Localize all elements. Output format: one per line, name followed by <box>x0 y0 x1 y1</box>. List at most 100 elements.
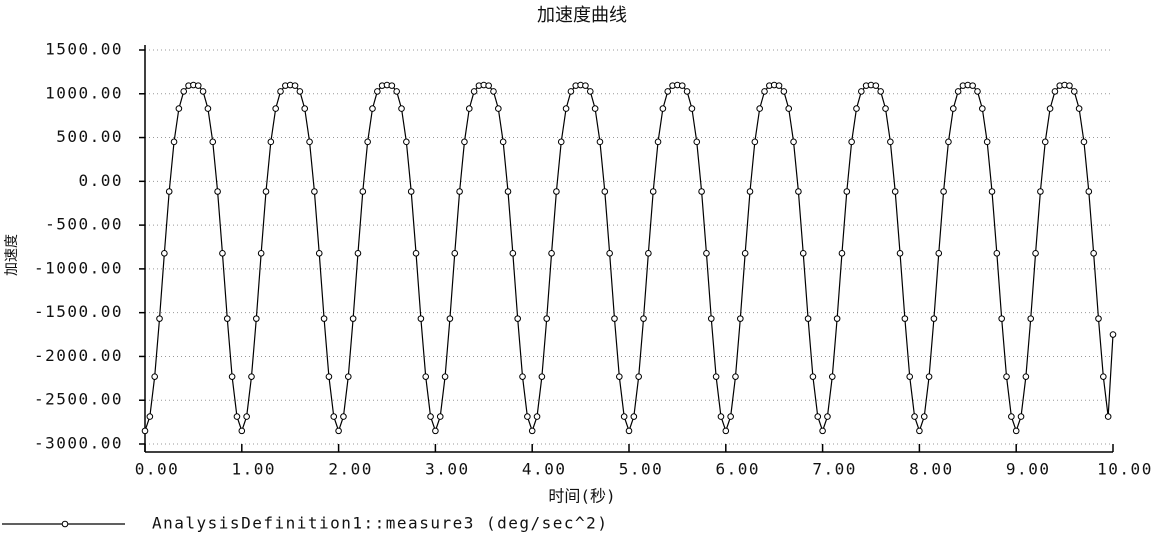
data-point <box>649 188 657 195</box>
data-point <box>616 373 623 380</box>
x-tick-label: 5.00 <box>619 460 664 479</box>
data-point <box>925 373 933 380</box>
data-point <box>311 188 318 195</box>
data-point <box>146 413 154 420</box>
data-point <box>582 82 589 89</box>
x-tick-label: 9.00 <box>1006 460 1051 479</box>
data-point <box>853 105 860 112</box>
data-point <box>257 250 265 257</box>
legend-marker <box>61 520 69 528</box>
data-point <box>1104 413 1112 420</box>
data-point <box>1070 88 1078 95</box>
data-point <box>398 105 405 112</box>
data-point <box>833 315 841 322</box>
data-point <box>887 138 894 146</box>
data-point <box>369 105 376 112</box>
data-point <box>233 413 241 420</box>
data-point <box>824 413 831 420</box>
data-point <box>591 105 599 112</box>
data-point <box>814 413 822 420</box>
y-tick-label: 0.00 <box>78 171 123 190</box>
data-point <box>930 315 938 322</box>
x-tick-label: 0.00 <box>135 460 180 479</box>
data-point <box>1008 413 1015 420</box>
data-point <box>432 427 439 435</box>
data-point <box>228 373 236 380</box>
y-tick-label: -1000.00 <box>34 258 123 277</box>
data-point <box>703 250 710 257</box>
data-point <box>799 250 807 257</box>
data-point <box>340 413 347 420</box>
data-point <box>780 88 788 95</box>
data-point <box>301 105 309 112</box>
data-point <box>553 188 560 195</box>
data-point <box>446 315 454 322</box>
data-point <box>267 138 275 146</box>
data-point <box>243 413 250 420</box>
data-point <box>528 427 536 435</box>
data-point <box>1090 250 1097 257</box>
data-point <box>606 250 613 257</box>
data-point <box>156 315 163 322</box>
data-point <box>470 88 478 95</box>
data-point <box>219 250 226 257</box>
data-point <box>848 138 855 146</box>
data-point <box>315 250 323 257</box>
y-tick-label: -3000.00 <box>34 434 123 453</box>
data-point <box>151 373 158 380</box>
data-point <box>858 88 865 95</box>
data-point <box>403 138 410 146</box>
data-point <box>461 138 468 146</box>
x-tick-label: 2.00 <box>328 460 373 479</box>
data-point <box>393 88 400 95</box>
data-line <box>144 84 1114 433</box>
data-point <box>456 188 463 195</box>
data-point <box>998 315 1005 322</box>
data-point <box>775 82 783 89</box>
data-point <box>1095 315 1102 322</box>
data-point <box>548 250 555 257</box>
data-point <box>374 88 381 95</box>
data-point <box>562 105 570 112</box>
data-point <box>141 427 149 435</box>
data-point <box>1075 105 1083 112</box>
x-tick-label: 7.00 <box>812 460 857 479</box>
data-point <box>664 88 672 95</box>
data-point <box>1051 88 1059 95</box>
data-point <box>417 315 425 322</box>
data-point <box>896 250 904 257</box>
y-axis-label: 加速度 <box>4 234 20 276</box>
data-point <box>485 82 492 89</box>
data-point <box>1085 188 1093 195</box>
data-point <box>935 250 943 257</box>
data-point <box>877 88 884 95</box>
data-point <box>407 188 415 195</box>
data-point <box>199 88 207 95</box>
data-point <box>635 373 642 380</box>
data-point <box>659 105 667 112</box>
data-point <box>1017 413 1025 420</box>
data-point <box>620 413 628 420</box>
data-point <box>412 250 420 257</box>
data-point <box>969 82 976 89</box>
data-point <box>296 88 304 95</box>
data-point <box>1037 188 1044 195</box>
data-point <box>1080 138 1088 146</box>
data-point <box>717 413 725 420</box>
data-point <box>1046 105 1054 112</box>
data-point <box>732 373 739 380</box>
data-point <box>1041 138 1049 146</box>
data-point <box>451 250 459 257</box>
data-point <box>165 188 173 195</box>
data-point <box>1027 315 1035 322</box>
data-point <box>979 105 986 112</box>
data-point <box>320 315 328 322</box>
data-point <box>645 250 652 257</box>
y-tick-label: 1500.00 <box>45 40 123 59</box>
data-point <box>330 413 338 420</box>
data-point <box>727 413 734 420</box>
data-point <box>325 373 333 380</box>
data-point <box>901 315 909 322</box>
y-tick-label: -2000.00 <box>34 346 123 365</box>
